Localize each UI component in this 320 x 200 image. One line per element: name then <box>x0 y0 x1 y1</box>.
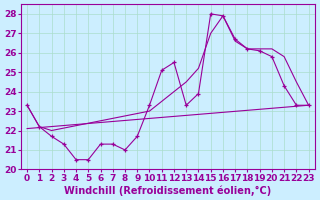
X-axis label: Windchill (Refroidissement éolien,°C): Windchill (Refroidissement éolien,°C) <box>64 185 271 196</box>
